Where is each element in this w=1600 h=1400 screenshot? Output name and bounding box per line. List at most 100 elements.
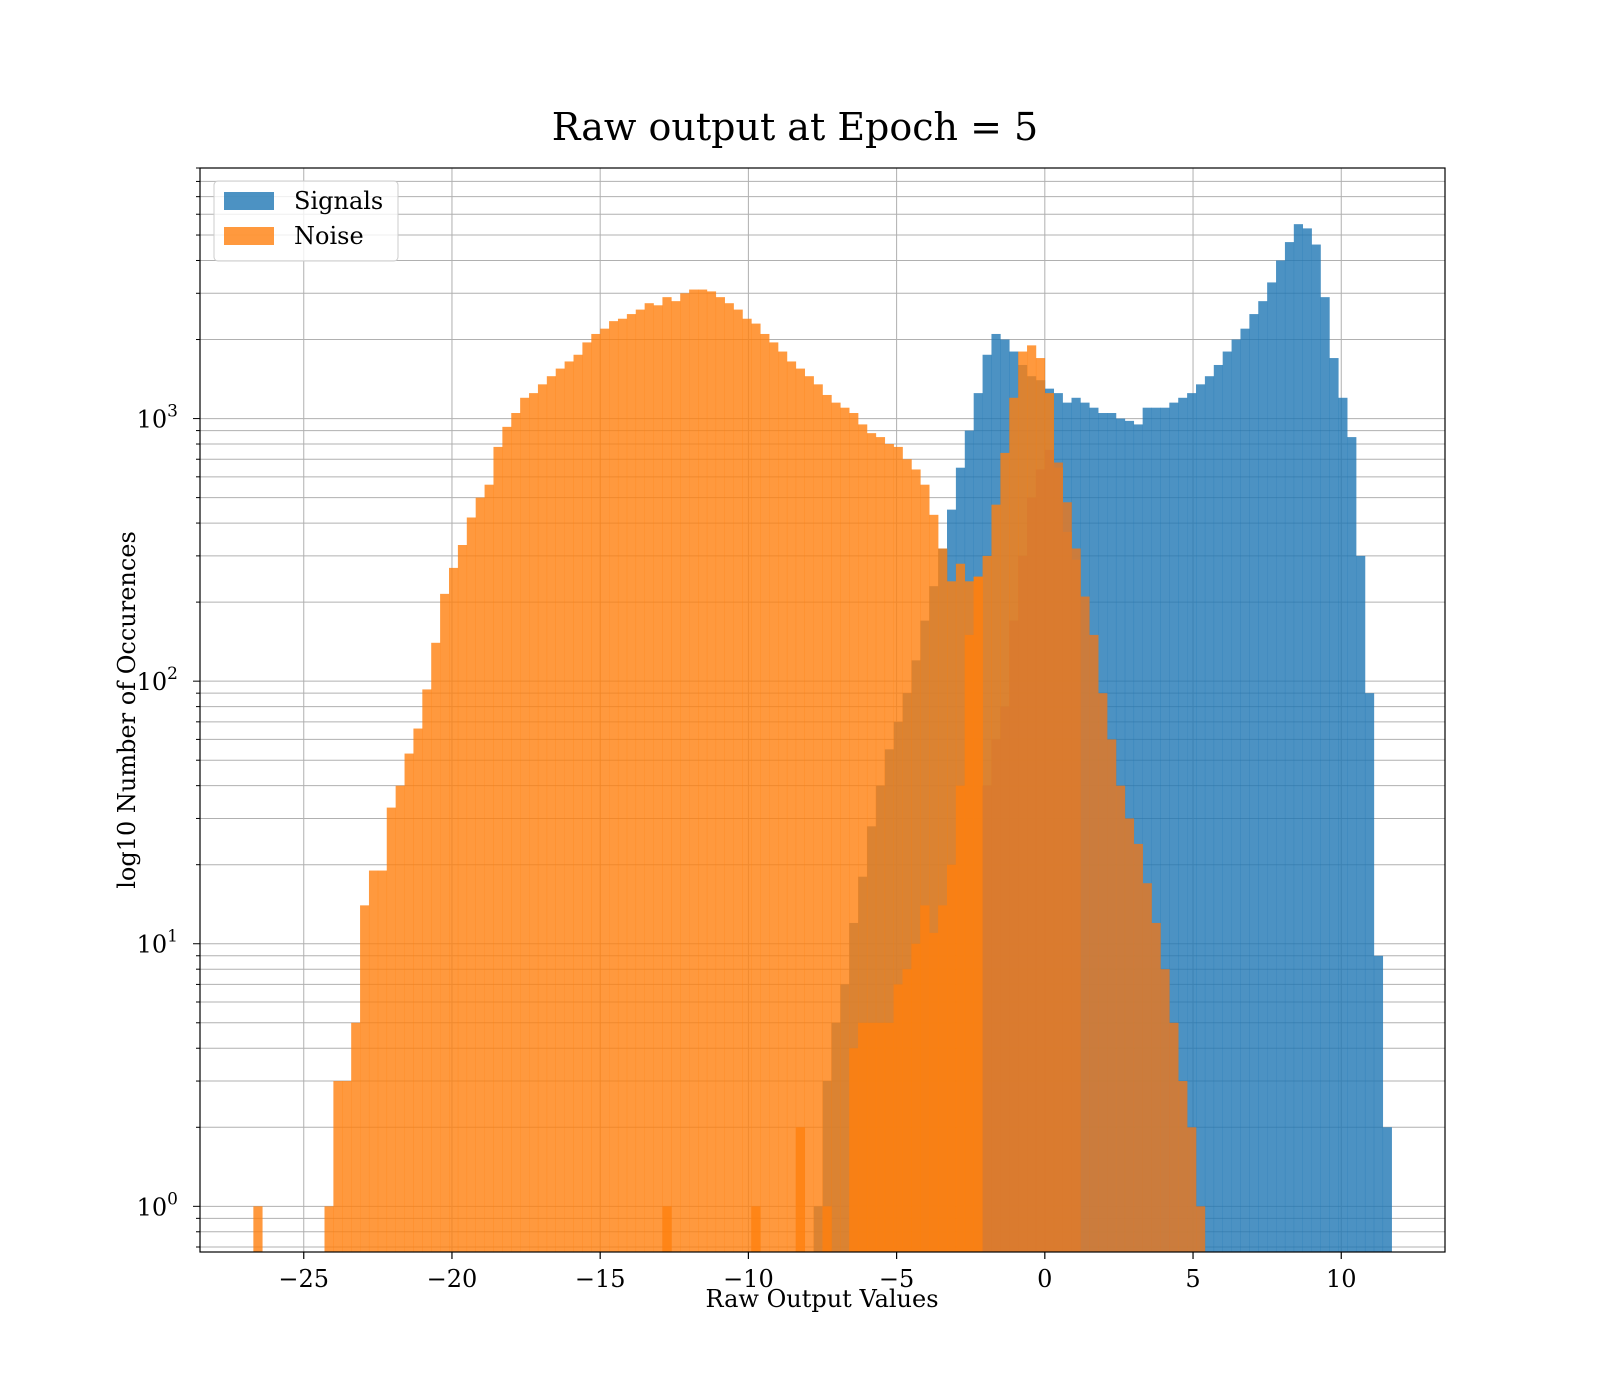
histogram-bar (964, 634, 974, 1252)
histogram-bar (858, 1022, 868, 1252)
histogram-bar (858, 424, 868, 1252)
histogram-bar (1249, 314, 1259, 1253)
histogram-bar (1000, 706, 1010, 1252)
histogram-bar (982, 785, 992, 1252)
histogram-bar (600, 328, 610, 1252)
histogram-bar (724, 303, 734, 1253)
legend: Signals Noise (213, 180, 399, 262)
histogram-bar (1222, 351, 1232, 1252)
histogram-bar (1089, 634, 1099, 1252)
histogram-bar (1196, 384, 1206, 1253)
histogram-bar (706, 291, 717, 1252)
histogram-bar (1142, 407, 1152, 1252)
histogram-bar (804, 376, 814, 1252)
histogram-bar (1364, 693, 1375, 1252)
x-tick-label: −5 (879, 1265, 914, 1293)
histogram-bar (920, 905, 930, 1252)
histogram-bar (840, 407, 850, 1252)
histogram-bar (1240, 328, 1250, 1252)
histogram-bars (253, 224, 1392, 1253)
x-tick-label: 10 (1326, 1265, 1357, 1293)
histogram-bar (1284, 242, 1295, 1253)
histogram-bar (1071, 548, 1081, 1252)
histogram-bar (1133, 843, 1143, 1252)
histogram-bar (795, 368, 806, 1253)
histogram-bar (342, 1081, 352, 1252)
histogram-bar (849, 1048, 859, 1252)
histogram-bar (813, 384, 823, 1253)
histogram-bar (680, 293, 690, 1252)
histogram-bar (1062, 502, 1072, 1252)
histogram-bar (689, 289, 699, 1252)
histogram-bar (902, 969, 912, 1252)
histogram-bar (1098, 693, 1108, 1252)
histogram-bar (884, 1022, 894, 1252)
histogram-bar (529, 393, 539, 1252)
histogram-bar (1311, 244, 1321, 1253)
x-tick-label: −10 (723, 1265, 774, 1293)
histogram-bar (1178, 397, 1188, 1252)
x-tick-label: −25 (278, 1265, 329, 1293)
histogram-bar (1151, 922, 1161, 1252)
y-tick-exponent: 2 (167, 664, 178, 684)
histogram-bar (1169, 1022, 1179, 1252)
histogram-bar (484, 484, 494, 1252)
histogram-bar (395, 785, 405, 1252)
histogram-bar (466, 517, 476, 1252)
histogram-bar (1044, 449, 1055, 1252)
legend-label-signals: Signals (294, 187, 383, 215)
histogram-bar (1347, 437, 1357, 1253)
histogram-bar (1080, 596, 1090, 1252)
histogram-bar (1035, 469, 1046, 1253)
y-tick-exponent: 3 (167, 402, 178, 422)
histogram-bar (1276, 260, 1286, 1253)
y-tick-label: 103 (137, 402, 178, 434)
histogram-bar (564, 361, 574, 1253)
histogram-bar (1169, 402, 1179, 1252)
histogram-bar (324, 1206, 334, 1252)
histogram-bar (1373, 955, 1384, 1252)
histogram-bar (573, 354, 583, 1252)
histogram-bar (1160, 969, 1170, 1252)
histogram-bar (511, 413, 521, 1252)
histogram-bar (1231, 339, 1241, 1252)
histogram-bar (849, 413, 859, 1252)
histogram-bar (1133, 424, 1143, 1252)
histogram-bar (1329, 358, 1339, 1252)
histogram-bar (662, 1206, 672, 1252)
histogram-bar (1258, 301, 1268, 1252)
histogram-bar (1142, 883, 1152, 1252)
histogram-bar (929, 514, 939, 1252)
histogram-bar (368, 870, 379, 1252)
histogram-bar (955, 785, 966, 1252)
histogram-bar (875, 437, 886, 1253)
histogram-bar (653, 305, 663, 1252)
histogram-bar (475, 497, 485, 1252)
histogram-bar (582, 342, 592, 1252)
legend-swatch-noise (224, 227, 274, 245)
histogram-bar (493, 446, 503, 1252)
histogram-bar (413, 728, 423, 1252)
histogram-bar (1204, 376, 1215, 1252)
histogram-bar (1356, 555, 1366, 1252)
histogram-bar (822, 394, 832, 1253)
histogram-bar (457, 545, 468, 1252)
histogram-bar (1382, 1127, 1392, 1252)
histogram-bar (742, 318, 752, 1253)
histogram-bar (893, 984, 903, 1252)
histogram-bar (1107, 739, 1117, 1252)
histogram-bar (769, 342, 779, 1252)
series-noise-overlap-3 (982, 449, 1206, 1253)
histogram-bar (377, 870, 388, 1252)
y-tick-exponent: 1 (167, 927, 178, 947)
y-tick-exponent: 0 (167, 1189, 178, 1209)
histogram-bar (431, 642, 441, 1252)
histogram-bar (1124, 818, 1135, 1252)
histogram-bar (1302, 228, 1312, 1252)
histogram-bar (715, 297, 725, 1252)
histogram-bar (404, 753, 414, 1252)
histogram-bar (644, 303, 654, 1253)
x-tick-label: −15 (575, 1265, 626, 1293)
histogram-bar (440, 593, 450, 1252)
